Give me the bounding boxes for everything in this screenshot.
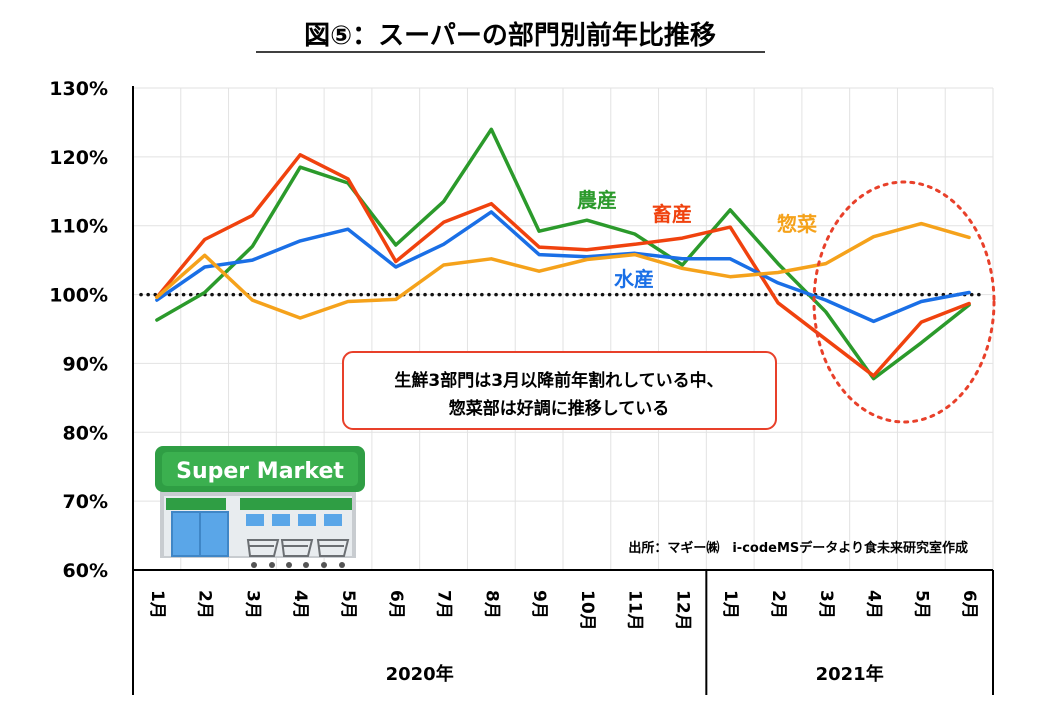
x-tick-label: 1月 bbox=[720, 590, 740, 619]
chart-title: 図⑤：スーパーの部門別前年比推移 bbox=[304, 20, 716, 51]
x-tick-label: 2月 bbox=[768, 590, 788, 619]
annotation-line-2: 惣菜部は好調に推移している bbox=[449, 398, 670, 419]
x-tick-label: 6月 bbox=[959, 590, 979, 619]
supermarket-illustration: Super Market bbox=[155, 446, 365, 568]
year-label: 2021年 bbox=[816, 663, 884, 685]
x-tick-label: 3月 bbox=[816, 590, 836, 619]
y-tick-label: 60% bbox=[63, 560, 108, 582]
cart-icon bbox=[246, 539, 350, 557]
x-tick-label: 8月 bbox=[481, 590, 501, 619]
year-label: 2020年 bbox=[386, 663, 454, 685]
x-tick-label: 11月 bbox=[625, 590, 645, 631]
y-tick-label: 70% bbox=[63, 491, 108, 513]
x-tick-label: 10月 bbox=[577, 590, 597, 631]
series-label-suisan: 水産 bbox=[614, 267, 654, 291]
x-tick-label: 4月 bbox=[290, 590, 310, 619]
x-tick-label: 12月 bbox=[672, 590, 692, 631]
y-tick-label: 120% bbox=[49, 147, 108, 169]
series-label-chikusan: 畜産 bbox=[652, 202, 692, 226]
y-tick-label: 80% bbox=[63, 422, 108, 444]
x-tick-label: 5月 bbox=[911, 590, 931, 619]
y-tick-label: 100% bbox=[49, 285, 108, 307]
y-tick-label: 110% bbox=[49, 216, 108, 238]
series-label-nousan: 農産 bbox=[577, 188, 617, 212]
highlight-ellipse bbox=[812, 180, 996, 424]
x-tick-label: 9月 bbox=[529, 590, 549, 619]
x-tick-label: 4月 bbox=[864, 590, 884, 619]
source-note: 出所：マギー㈱ i-codeMSデータより食未来研究室作成 bbox=[628, 540, 968, 556]
x-tick-label: 2月 bbox=[195, 590, 215, 619]
y-tick-label: 90% bbox=[63, 353, 108, 375]
series-label-souzai: 惣菜 bbox=[777, 212, 817, 236]
x-tick-label: 1月 bbox=[147, 590, 167, 619]
x-axis: 2020年 2021年 1月 2月 3月 4月 5月 6月 7月 8月 9月 10月 11月 12月 1月 2… bbox=[132, 86, 994, 695]
y-axis-tick-labels: 60% 70% 80% 90% 100% 110% 120% 130% bbox=[49, 78, 108, 582]
x-tick-label: 6月 bbox=[386, 590, 406, 619]
annotation-line-1: 生鮮3部門は3月以降前年割れしている中、 bbox=[394, 370, 723, 391]
series-line-3 bbox=[155, 221, 971, 320]
store-sign-text: Super Market bbox=[176, 459, 344, 484]
x-tick-label: 7月 bbox=[434, 590, 454, 619]
x-tick-label: 5月 bbox=[338, 590, 358, 619]
y-tick-label: 130% bbox=[49, 78, 108, 100]
series-line-0 bbox=[155, 127, 971, 381]
series-line-2 bbox=[155, 210, 971, 324]
x-tick-label: 3月 bbox=[242, 590, 262, 619]
annotation-callout: 生鮮3部門は3月以降前年割れしている中、 惣菜部は好調に推移している bbox=[342, 351, 777, 430]
series-lines bbox=[155, 127, 971, 381]
series-line-1 bbox=[155, 153, 971, 378]
